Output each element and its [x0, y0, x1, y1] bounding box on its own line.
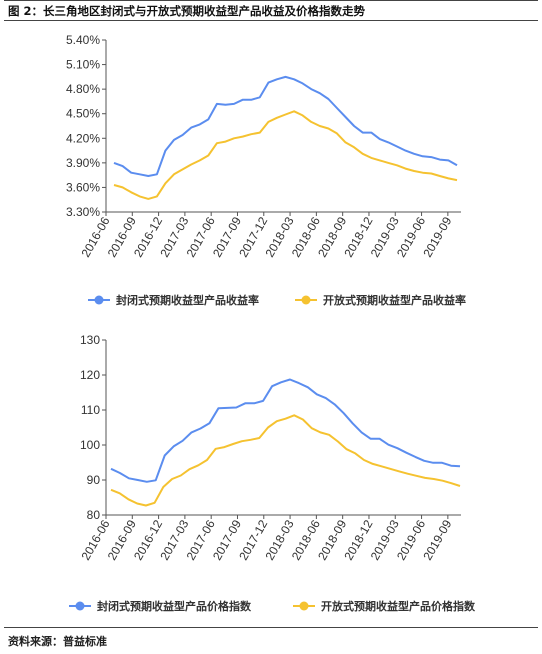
y-tick-label: 110: [81, 403, 100, 417]
y-tick-label: 5.40%: [66, 33, 100, 47]
series-line-1: [110, 378, 461, 483]
series-line-2: [110, 414, 461, 507]
legend-swatch-marker: [94, 295, 104, 305]
y-tick-label: 130: [80, 333, 100, 347]
legend-label: 开放式预期收益型产品收益率: [323, 293, 466, 307]
series-line-2: [113, 110, 458, 200]
y-tick-label: 120: [80, 368, 100, 382]
source-note: 资料来源：普益标准: [8, 635, 107, 648]
title-rule: [4, 20, 538, 21]
legend-label: 封闭式预期收益型产品收益率: [116, 293, 259, 307]
price-index-chart: 80901001101201302016-062016-092016-12201…: [69, 333, 476, 613]
y-tick-label: 90: [87, 473, 101, 487]
y-tick-label: 4.80%: [66, 82, 100, 96]
y-tick-label: 80: [87, 508, 101, 522]
y-tick-label: 4.20%: [66, 131, 100, 145]
y-tick-label: 100: [80, 438, 100, 452]
top-rule: [4, 0, 538, 1]
y-tick-label: 4.50%: [66, 107, 100, 121]
legend-label: 封闭式预期收益型产品价格指数: [97, 599, 252, 613]
legend-swatch-marker: [75, 601, 85, 611]
y-tick-label: 5.10%: [66, 58, 100, 72]
figure-title: 图 2：长三角地区封闭式与开放式预期收益型产品收益及价格指数走势: [8, 4, 366, 18]
source-rule: [4, 627, 538, 628]
y-tick-label: 3.60%: [66, 180, 100, 194]
yield-chart: 3.30% 3.60% 3.90% 4.20% 4.50% 4.80% 5.10% 5.40%…: [66, 33, 466, 307]
y-tick-label: 3.90%: [66, 156, 100, 170]
y-tick-label: 3.30%: [66, 205, 100, 219]
legend-label: 开放式预期收益型产品价格指数: [321, 599, 476, 613]
legend-swatch-marker: [299, 601, 309, 611]
series-line-1: [113, 75, 458, 177]
legend-swatch-marker: [301, 295, 311, 305]
